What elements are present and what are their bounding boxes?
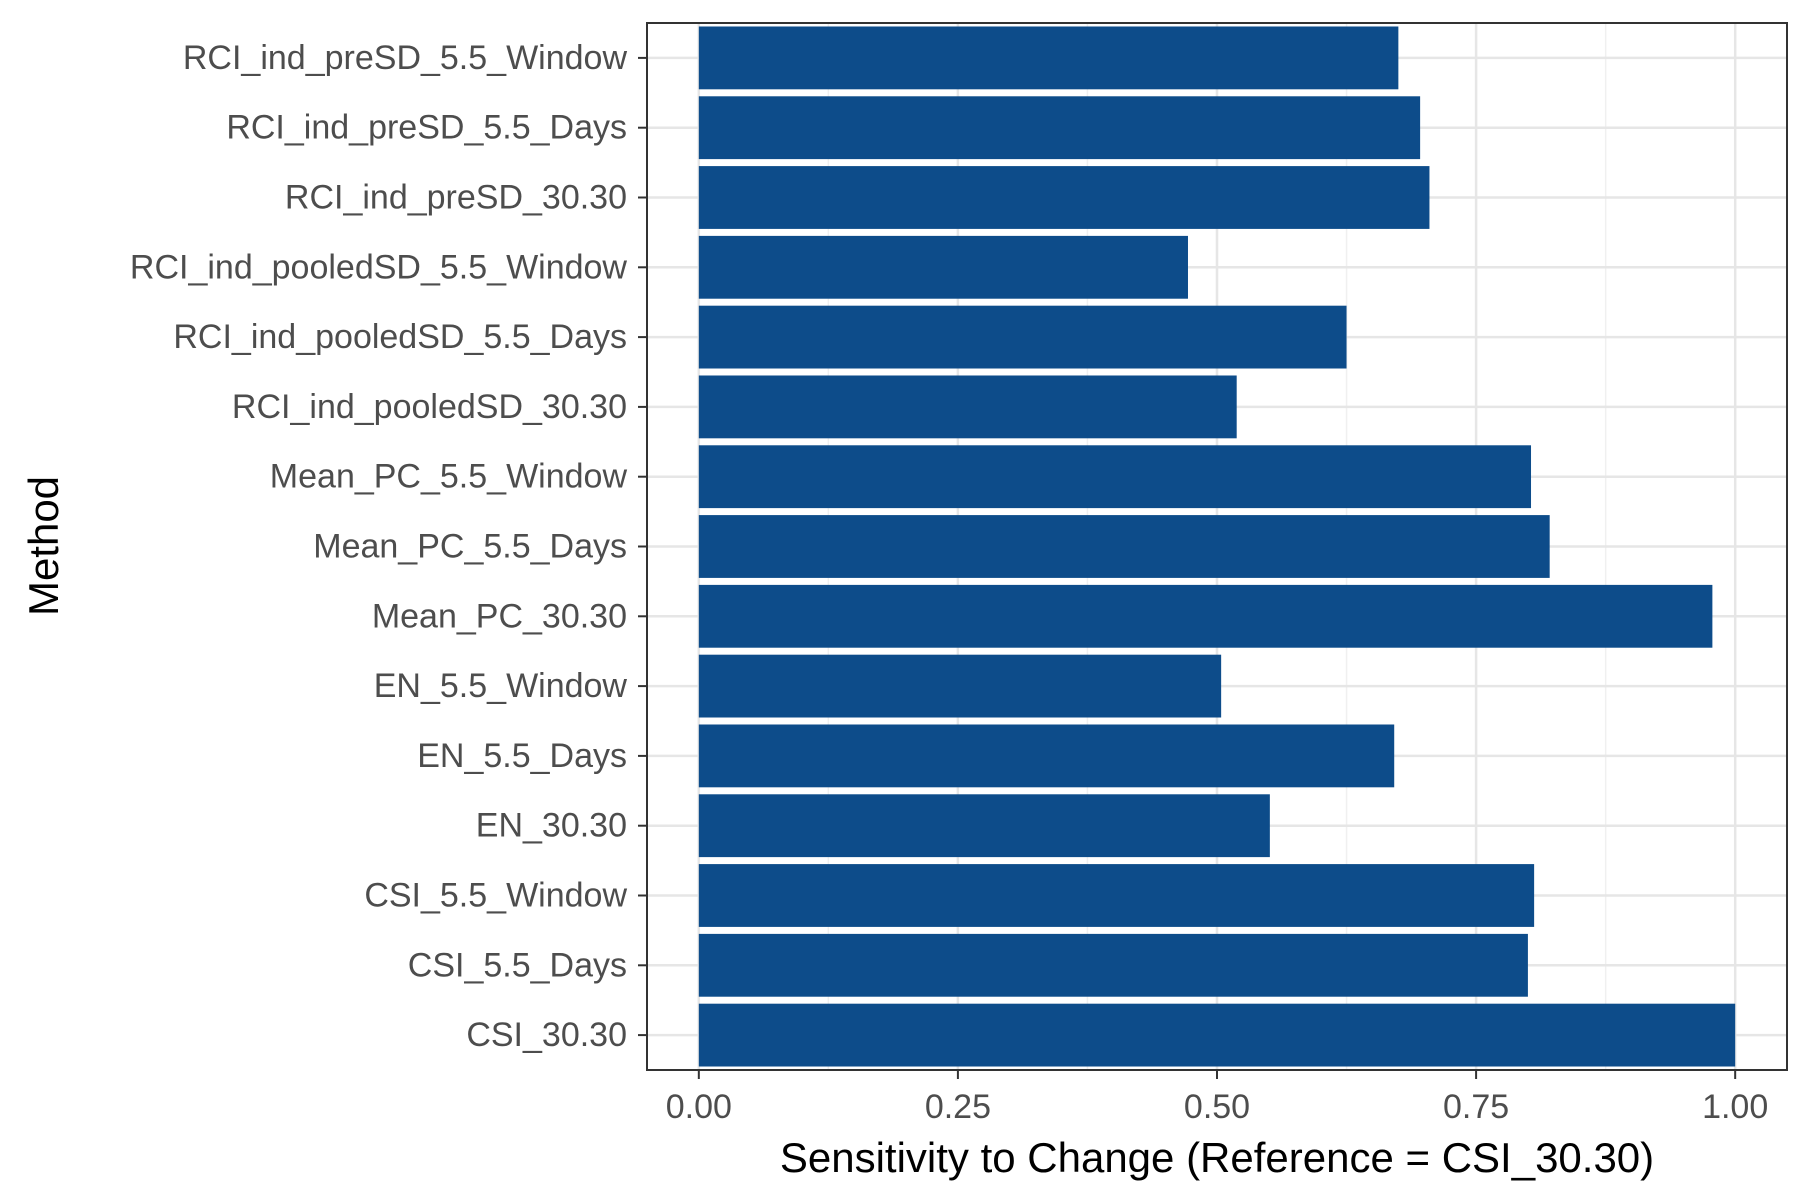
x-axis-ticks: 0.00 0.25 0.50 0.75 1.00 (666, 1070, 1768, 1126)
y-axis-ticks: RCI_ind_preSD_5.5_Window RCI_ind_preSD_5.… (130, 39, 647, 1054)
bar (698, 864, 1535, 927)
y-tick-label: RCI_ind_preSD_30.30 (285, 179, 627, 217)
x-tick-label: 1.00 (1702, 1088, 1768, 1126)
bar (698, 26, 1399, 90)
bar (698, 515, 1550, 578)
y-tick-label: RCI_ind_preSD_5.5_Window (183, 39, 628, 77)
y-tick-label: Mean_PC_30.30 (372, 597, 627, 635)
y-tick-label: RCI_ind_pooledSD_30.30 (232, 388, 627, 426)
bar (698, 724, 1395, 788)
x-tick-label: 0.75 (1443, 1088, 1509, 1126)
bar (698, 305, 1347, 369)
y-tick-label: EN_5.5_Days (417, 737, 627, 775)
y-tick-label: CSI_5.5_Window (364, 877, 627, 915)
y-tick-label: Mean_PC_5.5_Window (270, 458, 628, 496)
bar (698, 933, 1528, 997)
x-axis-title: Sensitivity to Change (Reference = CSI_3… (780, 1134, 1654, 1181)
y-tick-label: CSI_30.30 (466, 1016, 627, 1054)
x-tick-label: 0.00 (666, 1088, 732, 1126)
x-tick-label: 0.25 (925, 1088, 991, 1126)
y-tick-label: Mean_PC_5.5_Days (313, 528, 627, 566)
y-tick-label: EN_30.30 (476, 807, 627, 845)
y-tick-label: EN_5.5_Window (374, 667, 628, 705)
bar (698, 235, 1188, 299)
y-tick-label: CSI_5.5_Days (408, 946, 627, 984)
y-axis-title: Method (20, 476, 67, 616)
bar (698, 166, 1430, 229)
bar (698, 584, 1713, 648)
y-tick-label: RCI_ind_pooledSD_5.5_Window (130, 248, 628, 286)
bar (698, 654, 1222, 718)
bar (698, 1003, 1736, 1067)
bar (698, 96, 1421, 160)
bar (698, 375, 1237, 439)
y-tick-label: RCI_ind_pooledSD_5.5_Days (173, 318, 627, 356)
y-tick-label: RCI_ind_preSD_5.5_Days (226, 109, 627, 147)
bars (698, 26, 1736, 1067)
x-tick-label: 0.50 (1184, 1088, 1250, 1126)
bar (698, 445, 1532, 509)
bar (698, 794, 1270, 858)
